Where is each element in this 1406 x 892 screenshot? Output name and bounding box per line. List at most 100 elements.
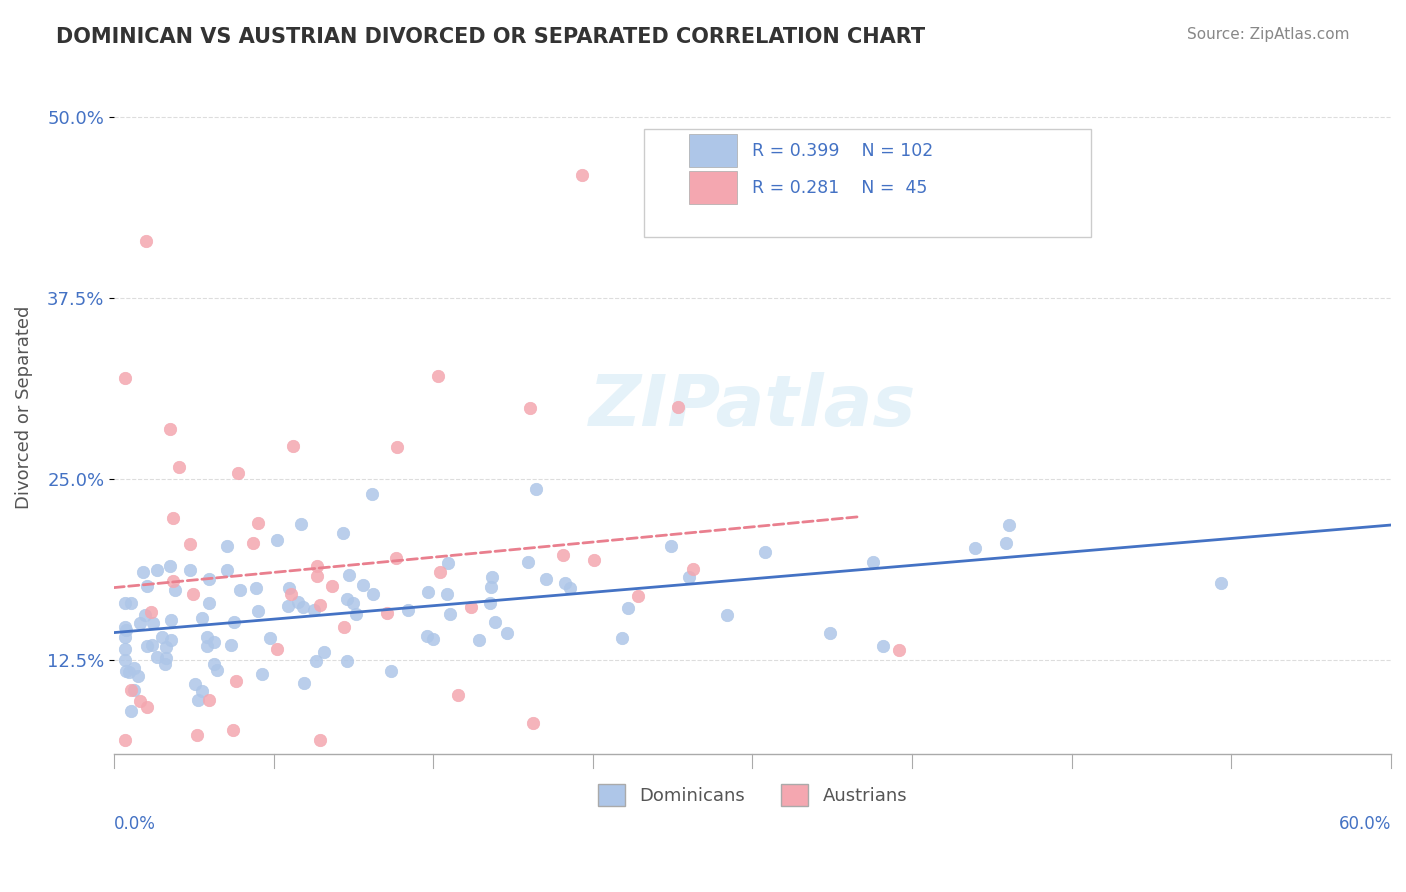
Text: DOMINICAN VS AUSTRIAN DIVORCED OR SEPARATED CORRELATION CHART: DOMINICAN VS AUSTRIAN DIVORCED OR SEPARA… [56, 27, 925, 46]
Point [135, 639, 157, 653]
Point [127, 669, 149, 683]
Point [321, 579, 343, 593]
Point [682, 562, 704, 576]
Text: 0.0%: 0.0% [114, 815, 156, 833]
Point [122, 660, 145, 674]
Text: ZIPatlas: ZIPatlas [589, 373, 917, 442]
Point [429, 565, 451, 579]
Point [332, 526, 354, 541]
Point [524, 482, 547, 496]
Point [114, 596, 136, 610]
Point [198, 572, 221, 586]
Point [134, 607, 156, 622]
Point [114, 665, 136, 679]
Point [375, 606, 398, 620]
Point [678, 570, 700, 584]
Point [627, 589, 650, 603]
Point [191, 611, 214, 625]
Point [481, 570, 503, 584]
Point [333, 620, 356, 634]
Point [666, 400, 689, 414]
Point [114, 630, 136, 644]
Point [250, 667, 273, 681]
Point [292, 675, 315, 690]
Point [484, 615, 506, 629]
Point [155, 640, 177, 655]
Point [963, 541, 986, 555]
Point [571, 169, 593, 183]
Point [167, 460, 190, 475]
Point [163, 583, 186, 598]
Point [204, 657, 226, 671]
Point [120, 704, 142, 718]
Point [277, 581, 299, 595]
Point [198, 693, 221, 707]
Point [820, 625, 842, 640]
Point [118, 665, 141, 679]
Point [416, 629, 439, 643]
Point [129, 615, 152, 630]
Point [534, 573, 557, 587]
Point [136, 578, 159, 592]
Point [114, 641, 136, 656]
Point [997, 518, 1019, 533]
Point [114, 371, 136, 385]
Point [754, 544, 776, 558]
Point [215, 563, 238, 577]
Point [560, 581, 582, 595]
Point [995, 536, 1018, 550]
Point [460, 599, 482, 614]
Point [436, 587, 458, 601]
Point [162, 574, 184, 588]
Point [179, 536, 201, 550]
Point [204, 635, 226, 649]
Point [519, 401, 541, 415]
Point [217, 539, 239, 553]
Point [309, 598, 332, 612]
Point [195, 631, 218, 645]
Point [277, 599, 299, 613]
Point [361, 587, 384, 601]
Point [659, 539, 682, 553]
Point [516, 555, 538, 569]
Point [314, 645, 336, 659]
Point [862, 555, 884, 569]
Text: Source: ZipAtlas.com: Source: ZipAtlas.com [1187, 27, 1350, 42]
Text: R = 0.281    N =  45: R = 0.281 N = 45 [752, 179, 928, 197]
Point [247, 604, 270, 618]
Point [616, 601, 638, 615]
Point [309, 732, 332, 747]
Point [186, 728, 208, 742]
Point [522, 715, 544, 730]
Point [222, 615, 245, 630]
Point [135, 234, 157, 248]
Point [446, 689, 468, 703]
Point [205, 664, 228, 678]
Point [280, 587, 302, 601]
Point [307, 569, 329, 583]
Point [495, 626, 517, 640]
Bar [689, 170, 737, 204]
Point [361, 487, 384, 501]
Point [281, 439, 304, 453]
Point [128, 694, 150, 708]
Point [342, 596, 364, 610]
Point [122, 683, 145, 698]
Point [242, 536, 264, 550]
Point [141, 638, 163, 652]
Point [418, 585, 440, 599]
Point [479, 580, 502, 594]
Point [114, 732, 136, 747]
Point [198, 596, 221, 610]
Point [716, 608, 738, 623]
Point [246, 516, 269, 530]
Point [259, 631, 281, 645]
Point [266, 642, 288, 657]
Point [120, 683, 142, 698]
Point [120, 596, 142, 610]
Text: 60.0%: 60.0% [1339, 815, 1391, 833]
Point [115, 623, 138, 637]
Point [132, 566, 155, 580]
Point [139, 605, 162, 619]
Point [159, 558, 181, 573]
